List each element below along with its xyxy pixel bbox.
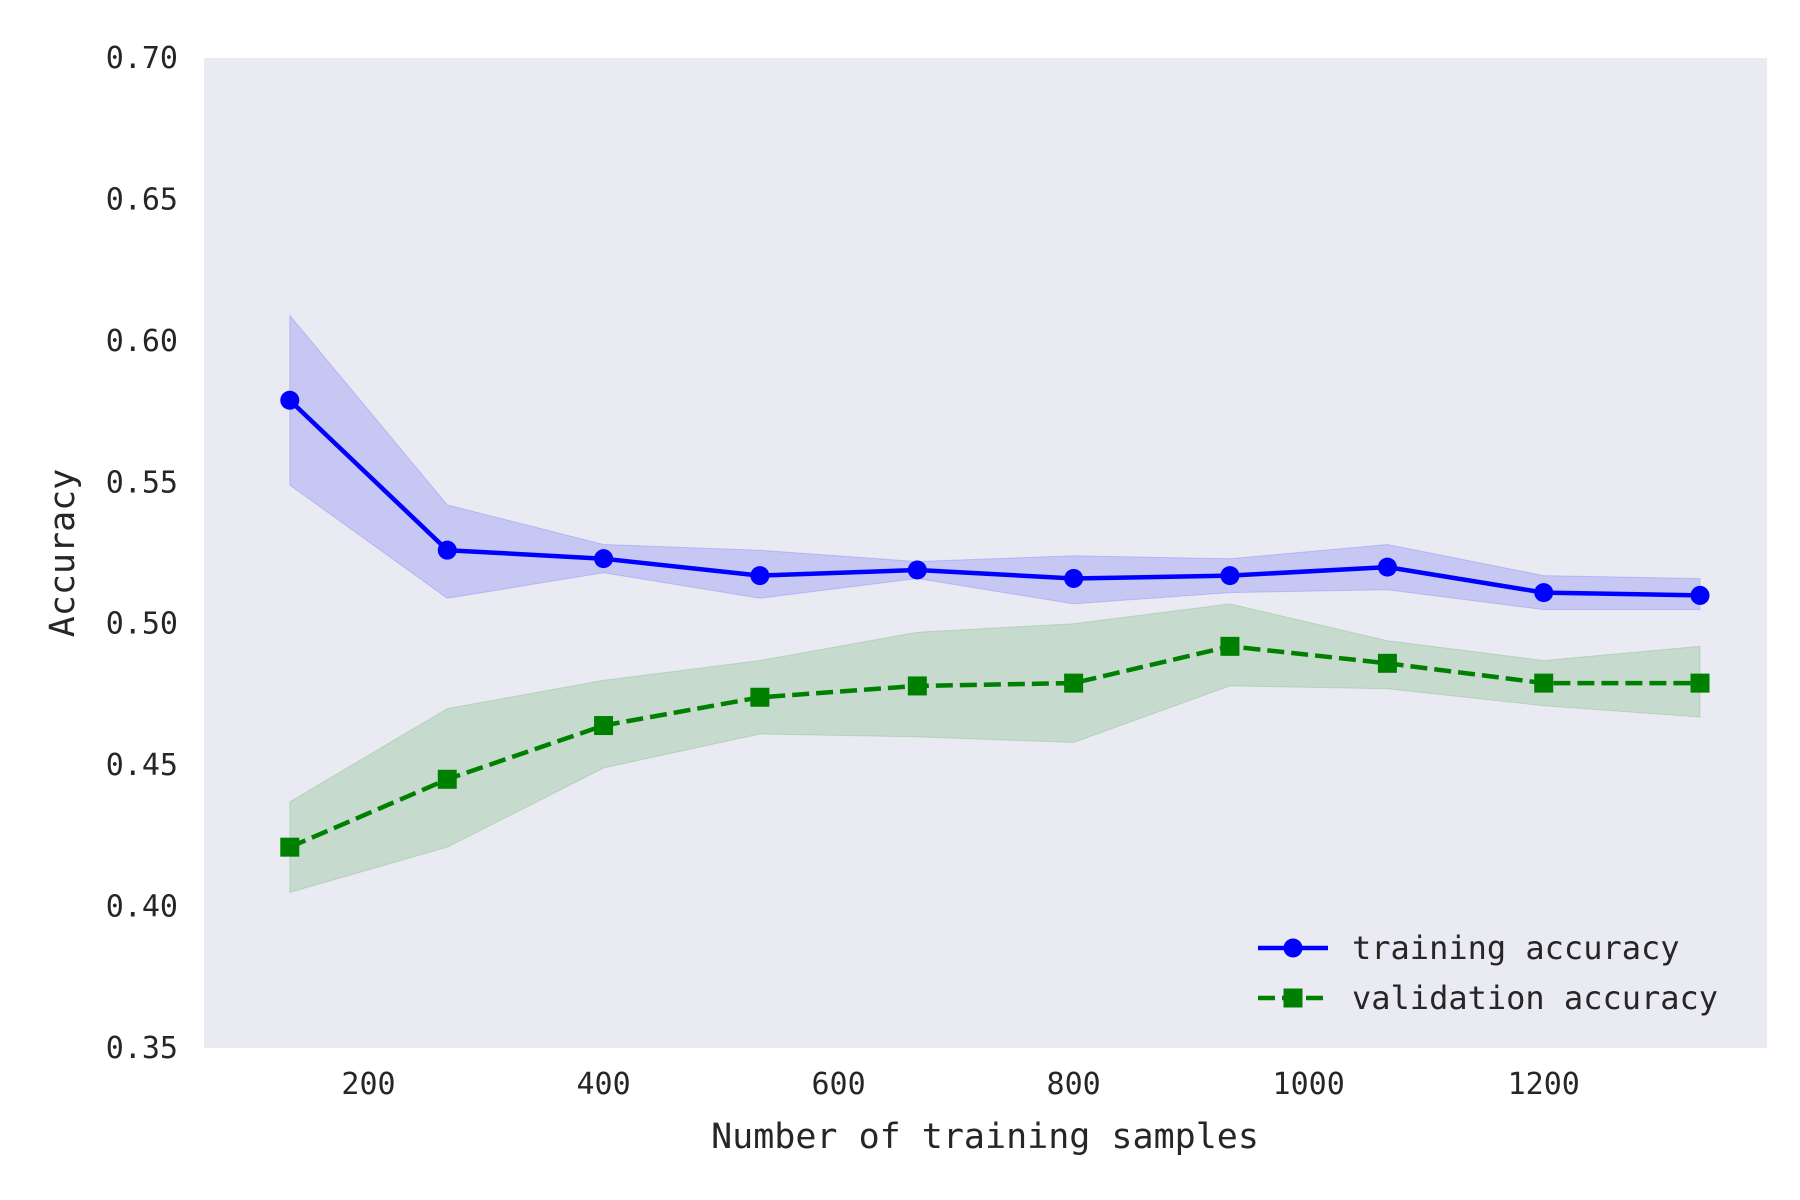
training-point <box>1534 583 1554 603</box>
validation-point <box>750 687 770 707</box>
validation-point <box>1377 653 1397 673</box>
legend-validation-label: validation accuracy <box>1352 979 1718 1017</box>
validation-point <box>1534 673 1554 693</box>
series-lines <box>288 398 1701 850</box>
training-accuracy-line <box>288 398 1701 598</box>
training-point <box>1690 585 1710 605</box>
training-point <box>437 540 457 560</box>
validation-point <box>594 716 614 736</box>
y-axis-label: Accuracy <box>43 469 83 638</box>
training-accuracy-band <box>289 314 1701 611</box>
training-point <box>750 566 770 586</box>
x-tick-label: 400 <box>576 1067 630 1102</box>
training-point <box>1064 568 1084 588</box>
y-tick-label: 0.55 <box>106 465 178 500</box>
x-tick-label: 200 <box>341 1067 395 1102</box>
training-point <box>594 549 614 569</box>
legend-training-label: training accuracy <box>1352 929 1680 967</box>
confidence-bands <box>289 314 1701 894</box>
y-tick-label: 0.40 <box>106 890 178 925</box>
x-tick-label: 1200 <box>1508 1067 1580 1102</box>
series-markers <box>280 390 1710 857</box>
validation-point <box>907 676 927 696</box>
x-axis-ticks: 200 400 600 800 1000 1200 <box>341 1067 1579 1102</box>
training-point <box>1377 557 1397 577</box>
training-point <box>1220 566 1240 586</box>
validation-point <box>1690 673 1710 693</box>
y-tick-label: 0.35 <box>106 1031 178 1066</box>
validation-point <box>437 769 457 789</box>
x-tick-label: 600 <box>812 1067 866 1102</box>
x-axis-label: Number of training samples <box>711 1117 1259 1157</box>
validation-accuracy-line <box>288 644 1700 850</box>
validation-point <box>1220 636 1240 656</box>
x-tick-label: 800 <box>1047 1067 1101 1102</box>
y-tick-label: 0.65 <box>106 182 178 217</box>
y-tick-label: 0.50 <box>106 607 178 642</box>
legend-training-marker <box>1283 938 1303 958</box>
validation-point <box>1064 673 1084 693</box>
validation-point <box>280 837 300 857</box>
legend-validation-marker <box>1283 988 1303 1008</box>
y-tick-label: 0.60 <box>106 324 178 359</box>
training-point <box>907 560 927 580</box>
y-tick-label: 0.70 <box>106 41 178 76</box>
validation-accuracy-band <box>289 603 1701 894</box>
legend: training accuracy validation accuracy <box>1258 929 1718 1017</box>
training-point <box>280 390 300 410</box>
y-tick-label: 0.45 <box>106 748 178 783</box>
x-tick-label: 1000 <box>1273 1067 1345 1102</box>
y-axis-ticks: 0.35 0.40 0.45 0.50 0.55 0.60 0.65 0.70 <box>106 41 178 1066</box>
